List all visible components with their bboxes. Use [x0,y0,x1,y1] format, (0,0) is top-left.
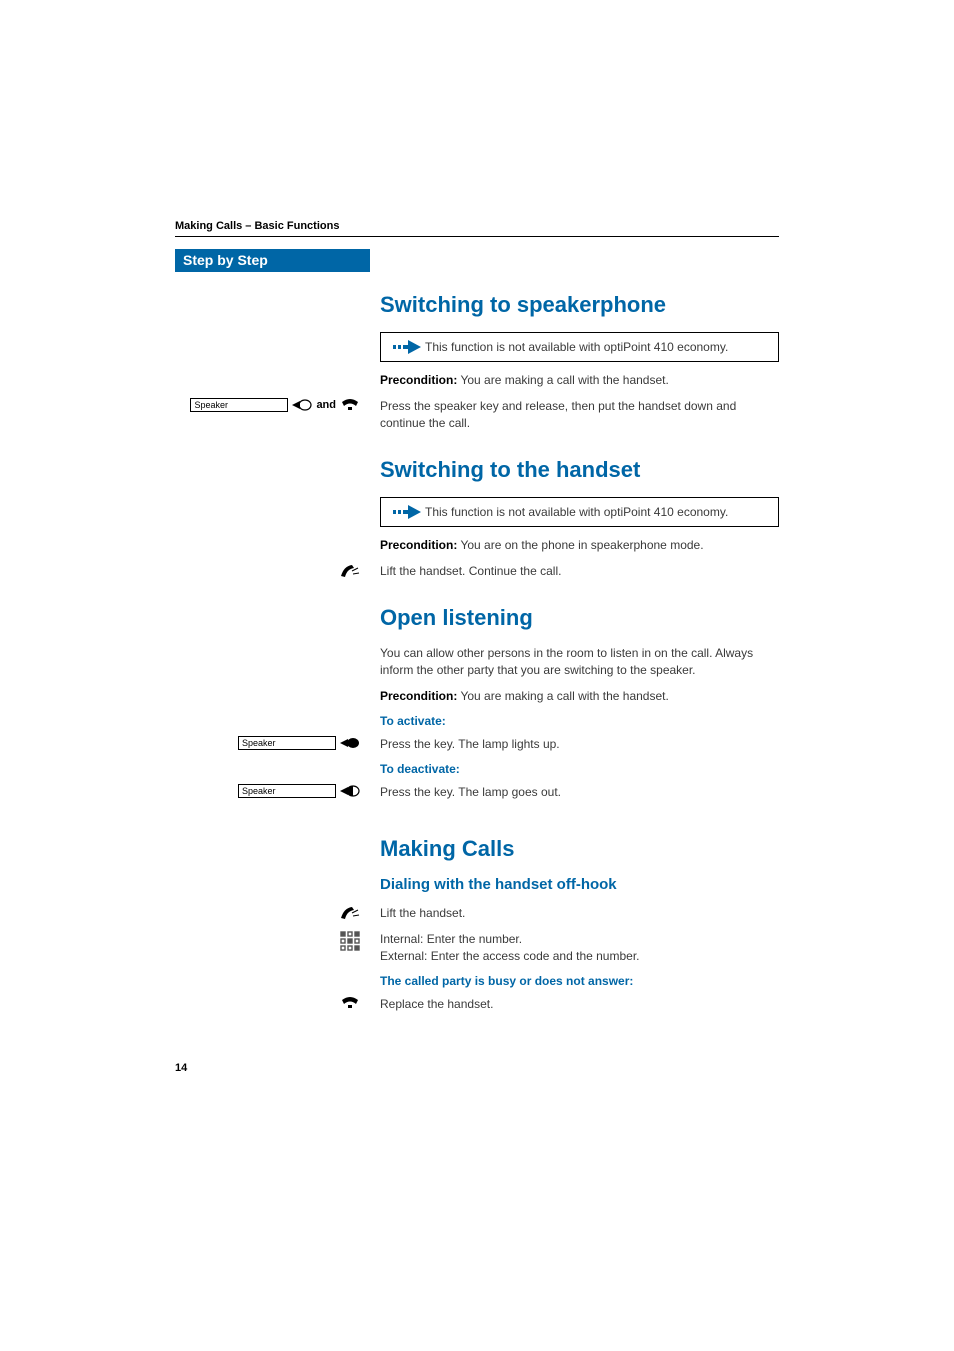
instruction-text: Press the speaker key and release, then … [380,398,779,430]
section-title-handset: Switching to the handset [380,457,779,483]
breadcrumb: Making Calls – Basic Functions [175,220,779,237]
speaker-key-label: Speaker [190,398,288,412]
led-off-icon [292,398,312,412]
instruction-text: Lift the handset. Continue the call. [380,563,779,579]
section-title-speakerphone: Switching to speakerphone [380,292,779,318]
subsection-dial-offhook: Dialing with the handset off-hook [380,876,779,893]
and-label: and [316,399,336,411]
section-title-making-calls: Making Calls [380,836,779,862]
note-text: This function is not available with opti… [425,339,728,355]
lift-handset-icon [338,563,360,579]
keypad-icon [340,931,360,951]
internal-external-text: Internal: Enter the number. External: En… [380,931,779,963]
handset-down-icon [340,996,360,1010]
note-text: This function is not available with opti… [425,504,728,520]
note-arrow-icon [393,340,421,354]
speaker-key-label: Speaker [238,784,336,798]
led-on-icon [340,736,360,750]
page-number: 14 [175,1062,779,1074]
note-box: This function is not available with opti… [380,332,779,362]
activate-label: To activate: [380,714,779,728]
intro-text: You can allow other persons in the room … [380,645,779,677]
handset-down-icon [340,398,360,412]
busy-title: The called party is busy or does not ans… [380,974,779,988]
section-title-open-listening: Open listening [380,605,779,631]
precondition-text: Precondition: You are making a call with… [380,688,779,704]
deactivate-text: Press the key. The lamp goes out. [380,784,779,800]
step-by-step-bar: Step by Step [175,249,370,272]
precondition-text: Precondition: You are making a call with… [380,372,779,388]
note-box: This function is not available with opti… [380,497,779,527]
activate-text: Press the key. The lamp lights up. [380,736,779,752]
speaker-key-label: Speaker [238,736,336,750]
precondition-text: Precondition: You are on the phone in sp… [380,537,779,553]
note-arrow-icon [393,505,421,519]
replace-text: Replace the handset. [380,996,779,1012]
lift-text: Lift the handset. [380,905,779,921]
lift-handset-icon [338,905,360,921]
led-half-icon [340,784,360,798]
deactivate-label: To deactivate: [380,762,779,776]
